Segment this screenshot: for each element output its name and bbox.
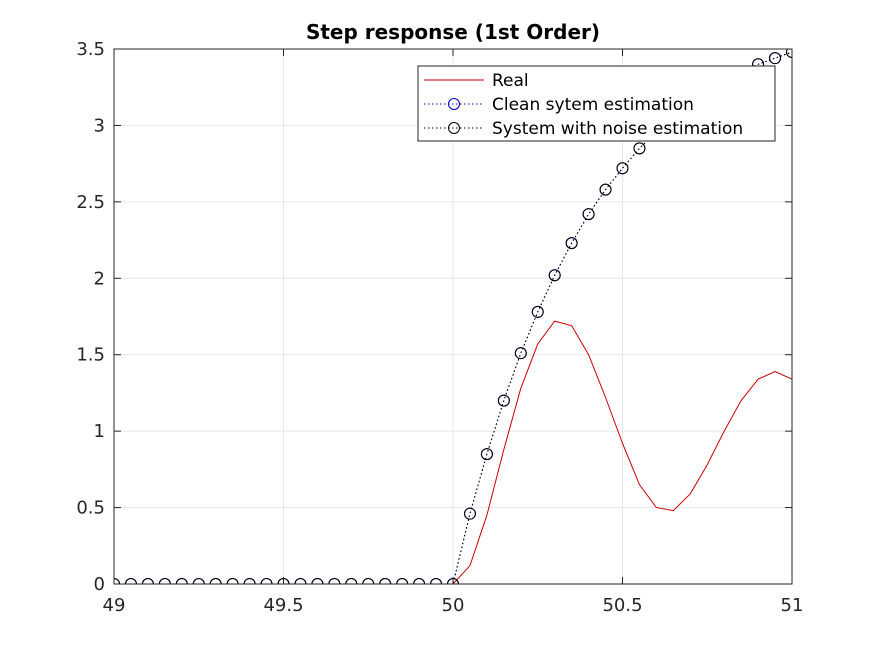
data-point [531, 305, 544, 318]
y-tick-label: 0 [94, 574, 105, 595]
y-tick-label: 2 [94, 268, 105, 289]
axes [113, 48, 793, 585]
data-point [362, 578, 375, 584]
data-point [616, 162, 629, 175]
data-point [294, 578, 307, 584]
data-point [786, 49, 792, 59]
y-tick-label: 2.5 [76, 192, 105, 213]
legend-label: System with noise estimation [492, 119, 743, 139]
data-point [413, 578, 426, 584]
y-tick-label: 3 [94, 115, 105, 136]
data-point [396, 578, 409, 584]
data-point [175, 578, 188, 584]
y-tick-label: 1.5 [76, 345, 105, 366]
x-tick-label: 51 [781, 595, 804, 616]
data-point [141, 578, 154, 584]
chart-title: Step response (1st Order) [306, 20, 600, 44]
data-point [599, 183, 612, 196]
legend-label: Real [492, 71, 529, 91]
legend: Real Clean sytem estimation System with no… [417, 65, 776, 142]
data-point [565, 237, 578, 250]
data-point [328, 578, 341, 584]
data-point [633, 142, 646, 155]
data-point [260, 578, 273, 584]
tick-labels: 49 49.5 50 50.5 51 0 0.5 1 1.5 2 2.5 3 3.5 [76, 39, 803, 616]
x-tick-label: 50 [442, 595, 465, 616]
data-point [209, 578, 222, 584]
data-point [430, 578, 443, 584]
data-point [480, 448, 493, 461]
x-tick-label: 50.5 [602, 595, 642, 616]
data-point [124, 578, 137, 584]
data-point [243, 578, 256, 584]
legend-swatch-marker [448, 98, 460, 110]
legend-label: Clean sytem estimation [492, 95, 694, 115]
x-tick-label: 49 [103, 595, 126, 616]
data-point [548, 269, 561, 282]
series-real [114, 320, 792, 584]
data-point [158, 578, 171, 584]
data-point [311, 578, 324, 584]
data-point [769, 52, 782, 65]
series-line [114, 320, 792, 584]
data-point [463, 507, 476, 520]
data-point [192, 578, 205, 584]
y-tick-label: 0.5 [76, 498, 105, 519]
x-tick-label: 49.5 [263, 595, 303, 616]
data-point [497, 394, 510, 407]
data-point [514, 347, 527, 360]
data-point [226, 578, 239, 584]
y-tick-label: 1 [94, 421, 105, 442]
data-point [582, 208, 595, 221]
data-point [345, 578, 358, 584]
legend-swatch-marker [448, 122, 460, 134]
y-tick-label: 3.5 [76, 39, 105, 60]
axes-box [113, 48, 793, 585]
data-point [379, 578, 392, 584]
